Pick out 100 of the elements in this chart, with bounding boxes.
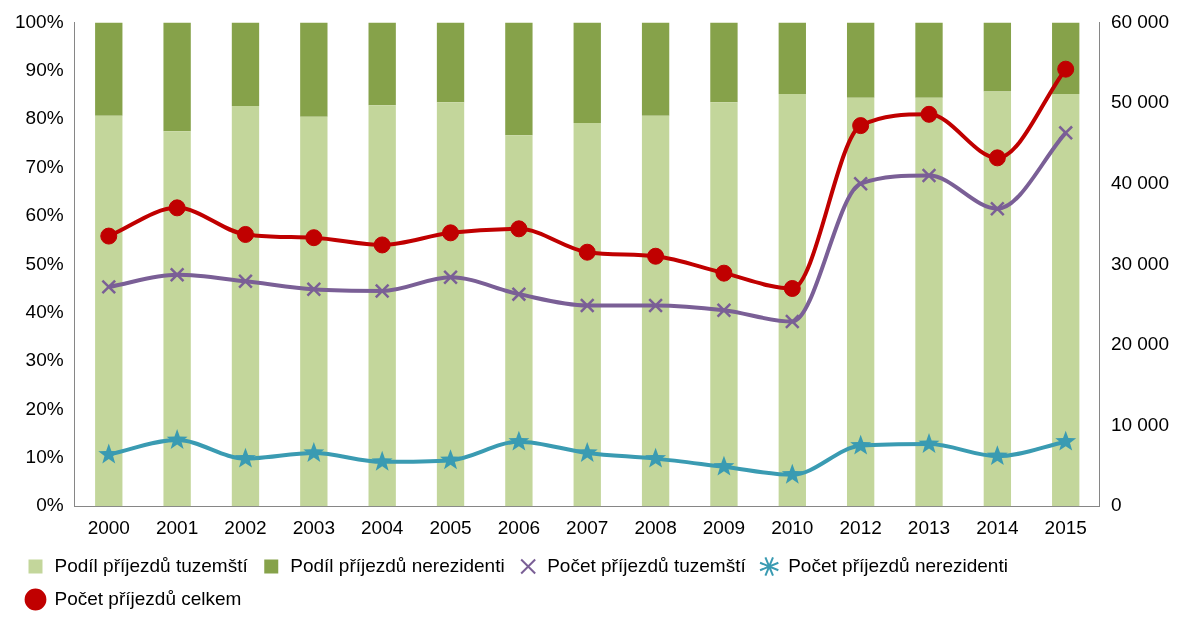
- x-tick-label: 2001: [155, 516, 199, 538]
- bar: [95, 22, 123, 116]
- y2-tick-label: 20 000: [1110, 333, 1170, 355]
- bar: [846, 97, 875, 507]
- y-tick-label: 100%: [14, 10, 64, 32]
- bar: [573, 22, 601, 124]
- x-tick-label: 2009: [702, 516, 746, 538]
- point: [236, 225, 254, 243]
- point: [715, 264, 733, 282]
- point: [853, 176, 869, 192]
- point: [579, 297, 595, 314]
- bar: [163, 22, 191, 132]
- bar: [983, 91, 1012, 507]
- point: [374, 283, 390, 299]
- x-tick-label: 2003: [292, 516, 335, 538]
- point: [988, 149, 1006, 167]
- point: [440, 449, 461, 470]
- legend-label: Podíl příjezdů nerezidenti: [290, 554, 505, 576]
- bar: [231, 22, 260, 107]
- legend-label: Počet příjezdů celkem: [54, 587, 242, 609]
- point: [100, 227, 118, 245]
- point: [783, 279, 801, 297]
- y2-tick-label: 40 000: [1110, 171, 1170, 193]
- y-tick-label: 80%: [25, 107, 64, 129]
- y2-tick-label: 0: [1110, 494, 1122, 516]
- point: [647, 247, 665, 265]
- bar: [778, 22, 806, 94]
- x-tick-label: 2005: [429, 516, 472, 538]
- bar: [710, 22, 738, 103]
- bar: [915, 22, 943, 98]
- legend-label: Počet příjezdů tuzemští: [547, 554, 747, 576]
- bar: [1052, 94, 1080, 507]
- y2-tick-label: 10 000: [1110, 413, 1170, 435]
- bar: [163, 131, 191, 507]
- point: [235, 447, 256, 468]
- x-tick-label: 2006: [497, 516, 541, 538]
- point: [442, 224, 460, 242]
- point: [850, 434, 872, 455]
- y-tick-label: 20%: [25, 397, 64, 419]
- legend-label: Podíl příjezdů tuzemští: [54, 554, 249, 576]
- point: [371, 450, 393, 471]
- point: [647, 297, 664, 314]
- point: [986, 445, 1008, 466]
- bar: [641, 115, 670, 507]
- point: [510, 220, 528, 238]
- point: [784, 313, 800, 330]
- point: [1058, 125, 1074, 141]
- y-tick-label: 50%: [25, 252, 64, 274]
- point: [511, 286, 527, 302]
- bar: [641, 22, 670, 116]
- y-tick-label: 90%: [25, 59, 64, 81]
- y-tick-label: 60%: [25, 204, 64, 226]
- point: [237, 273, 254, 289]
- bar: [368, 105, 396, 507]
- bar: [983, 22, 1012, 92]
- point: [166, 429, 188, 449]
- y-tick-label: 40%: [25, 300, 64, 322]
- y-tick-label: 0%: [36, 494, 64, 516]
- point: [303, 441, 325, 462]
- bar: [505, 135, 533, 507]
- x-tick-label: 2012: [839, 516, 882, 538]
- x-tick-label: 2013: [907, 516, 951, 538]
- x-tick-label: 2000: [87, 516, 130, 538]
- point: [168, 199, 186, 217]
- bar: [505, 22, 533, 136]
- point: [1057, 60, 1075, 78]
- bar: [95, 115, 123, 507]
- point: [716, 302, 732, 318]
- point: [305, 229, 323, 247]
- y2-tick-label: 50 000: [1110, 91, 1170, 113]
- point: [920, 105, 938, 123]
- y-tick-label: 10%: [25, 446, 64, 468]
- bar: [846, 22, 875, 98]
- point: [781, 463, 803, 484]
- point: [169, 267, 185, 283]
- bar: [300, 116, 328, 507]
- x-tick-label: 2014: [976, 516, 1019, 538]
- point: [373, 236, 391, 254]
- point: [576, 441, 598, 462]
- x-tick-label: 2010: [771, 516, 814, 538]
- point: [918, 433, 940, 454]
- point: [1055, 430, 1077, 451]
- bar: [573, 123, 601, 507]
- x-tick-label: 2002: [224, 516, 267, 538]
- y2-tick-label: 30 000: [1110, 252, 1170, 274]
- x-tick-label: 2004: [361, 516, 404, 538]
- x-tick-label: 2008: [634, 516, 677, 538]
- bar: [710, 102, 738, 507]
- bar: [436, 102, 465, 507]
- bar: [231, 106, 260, 507]
- point: [306, 281, 322, 297]
- point: [578, 243, 596, 261]
- bar: [778, 94, 806, 507]
- point: [989, 201, 1005, 217]
- point: [101, 279, 117, 295]
- point: [645, 447, 667, 468]
- point: [508, 430, 530, 451]
- y-tick-label: 70%: [25, 155, 64, 177]
- point: [713, 455, 735, 476]
- bar: [368, 22, 396, 106]
